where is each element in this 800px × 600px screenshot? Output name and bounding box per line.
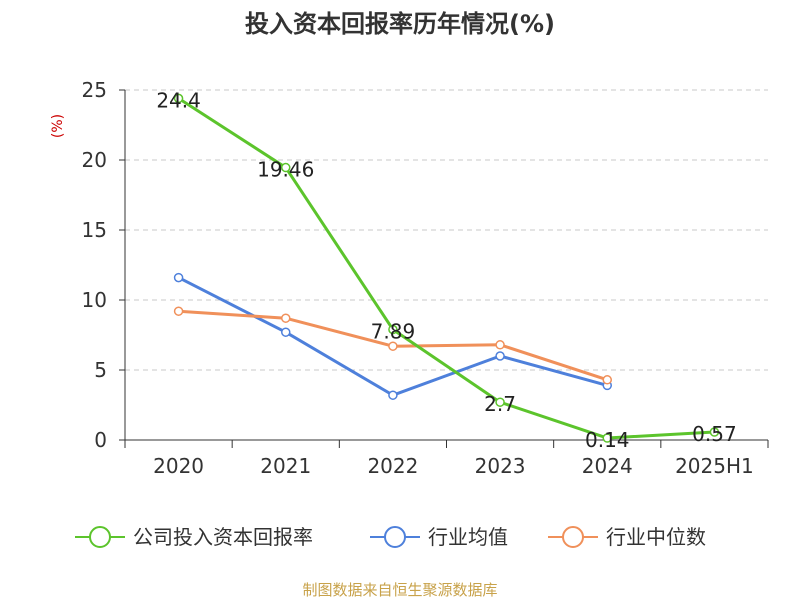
data-label: 7.89 xyxy=(371,320,416,344)
y-tick-label: 25 xyxy=(82,78,107,102)
y-tick-label: 10 xyxy=(82,288,107,312)
series-point xyxy=(173,93,184,104)
chart-title: 投入资本回报率历年情况(%) xyxy=(245,10,555,38)
data-label: 2.7 xyxy=(484,392,516,416)
x-tick-label: 2020 xyxy=(153,454,204,478)
y-axis-label: (%) xyxy=(50,114,66,138)
series-point xyxy=(173,306,184,316)
series-point xyxy=(602,375,612,385)
legend-marker xyxy=(89,526,111,548)
series-point xyxy=(709,427,720,437)
series-point xyxy=(388,324,398,335)
series-point xyxy=(495,397,505,407)
x-tick-label: 2025H1 xyxy=(675,454,754,478)
y-tick-label: 15 xyxy=(82,218,107,242)
x-tick-label: 2022 xyxy=(367,454,418,478)
series-point xyxy=(281,327,291,337)
x-tick-label: 2021 xyxy=(260,454,311,478)
legend-label: 公司投入资本回报率 xyxy=(133,525,313,549)
series-point xyxy=(388,341,398,351)
series-point xyxy=(281,313,291,323)
series-lines xyxy=(173,93,720,443)
legend-label: 行业中位数 xyxy=(606,525,706,549)
legend-marker xyxy=(384,526,406,548)
series-point xyxy=(495,351,505,361)
y-tick-label: 0 xyxy=(94,428,107,452)
x-tick-label: 2024 xyxy=(582,454,633,478)
legend: 公司投入资本回报率 行业均值 行业中位数 xyxy=(75,525,706,549)
axes: 0 5 10 15 20 25 2020 2021 2022 2023 2024 2025H1 xyxy=(82,78,769,478)
data-label: 24.4 xyxy=(156,88,201,112)
y-tick-label: 5 xyxy=(94,358,107,382)
legend-label: 行业均值 xyxy=(428,525,508,549)
series-point xyxy=(495,340,505,350)
data-labels: 24.4 19.46 7.89 2.7 0.14 0.57 xyxy=(156,88,736,452)
series-point xyxy=(281,162,291,173)
series-point xyxy=(602,433,612,443)
gridlines xyxy=(125,89,768,371)
series-line xyxy=(177,97,715,440)
series-point xyxy=(388,390,398,400)
x-tick-label: 2023 xyxy=(475,454,526,478)
source-note: 制图数据来自恒生聚源数据库 xyxy=(302,581,497,599)
data-label: 0.14 xyxy=(585,428,630,452)
data-label: 0.57 xyxy=(692,422,737,446)
y-tick-label: 20 xyxy=(82,148,107,172)
data-label: 19.46 xyxy=(257,158,314,182)
legend-marker xyxy=(562,526,584,548)
series-point xyxy=(173,272,184,283)
